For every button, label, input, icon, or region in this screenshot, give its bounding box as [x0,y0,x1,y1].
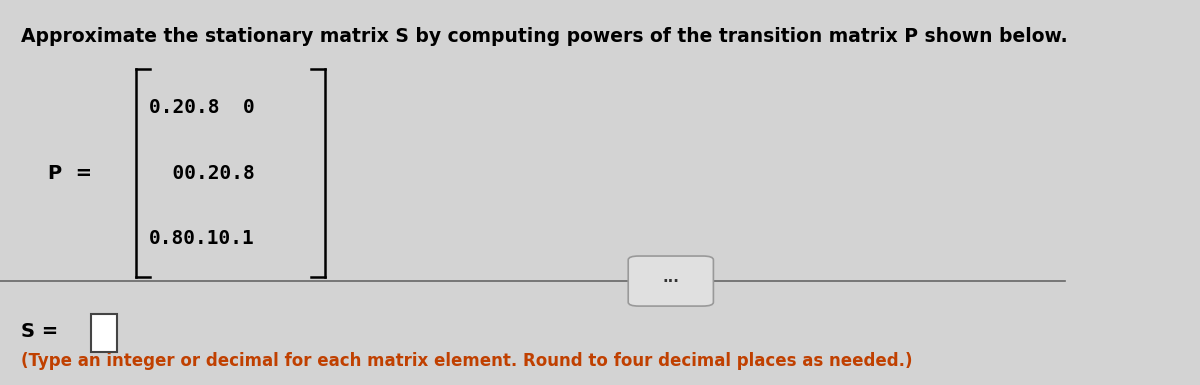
Text: 00.20.8: 00.20.8 [149,164,254,183]
Text: P  =: P = [48,164,92,183]
Text: Approximate the stationary matrix S by computing powers of the transition matrix: Approximate the stationary matrix S by c… [22,27,1068,46]
Text: 0.20.8  0: 0.20.8 0 [149,98,254,117]
Text: ···: ··· [662,274,679,288]
Text: (Type an integer or decimal for each matrix element. Round to four decimal place: (Type an integer or decimal for each mat… [22,352,913,370]
Text: S =: S = [22,321,59,341]
Bar [90,314,118,352]
FancyBboxPatch shape [629,256,713,306]
Text: 0.80.10.1: 0.80.10.1 [149,229,254,248]
